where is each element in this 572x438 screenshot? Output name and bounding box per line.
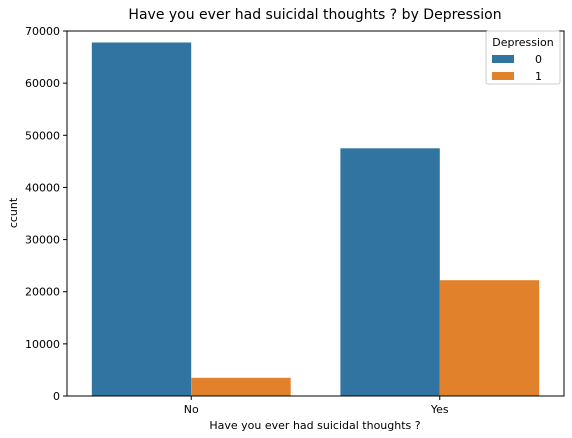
bar-yes-series-1	[439, 280, 540, 396]
x-axis-label: Have you ever had suicidal thoughts ?	[209, 419, 420, 432]
y-axis-label: ccunt	[7, 197, 20, 228]
plot-frame	[66, 30, 565, 397]
x-axis: No Yes	[184, 396, 449, 416]
y-tick-label: 10000	[25, 338, 60, 351]
y-tick-label: 40000	[25, 181, 60, 194]
plot-area	[66, 30, 565, 397]
y-tick-label: 0	[53, 390, 60, 403]
legend-label-1: 1	[535, 70, 542, 83]
legend-frame	[485, 30, 561, 85]
bar-yes-series-0	[340, 148, 440, 396]
x-tick-label-yes: Yes	[430, 403, 449, 416]
bar-no-series-1	[191, 377, 291, 397]
legend-swatch-1	[492, 72, 514, 80]
y-tick-label: 30000	[25, 234, 60, 247]
bar-no-series-0	[91, 42, 192, 396]
legend: Depression 0 1	[485, 30, 561, 85]
x-tick-label-no: No	[184, 403, 199, 416]
chart-title: Have you ever had suicidal thoughts ? by…	[128, 7, 501, 23]
legend-title: Depression	[492, 36, 554, 49]
y-tick-label: 20000	[25, 286, 60, 299]
y-tick-label: 60000	[25, 77, 60, 90]
legend-swatch-0	[492, 55, 514, 63]
y-axis: 0 10000 20000 30000 40000 50000 60000 70000	[25, 25, 67, 403]
y-tick-label: 70000	[25, 25, 60, 38]
legend-label-0: 0	[535, 53, 542, 66]
y-tick-label: 50000	[25, 129, 60, 142]
